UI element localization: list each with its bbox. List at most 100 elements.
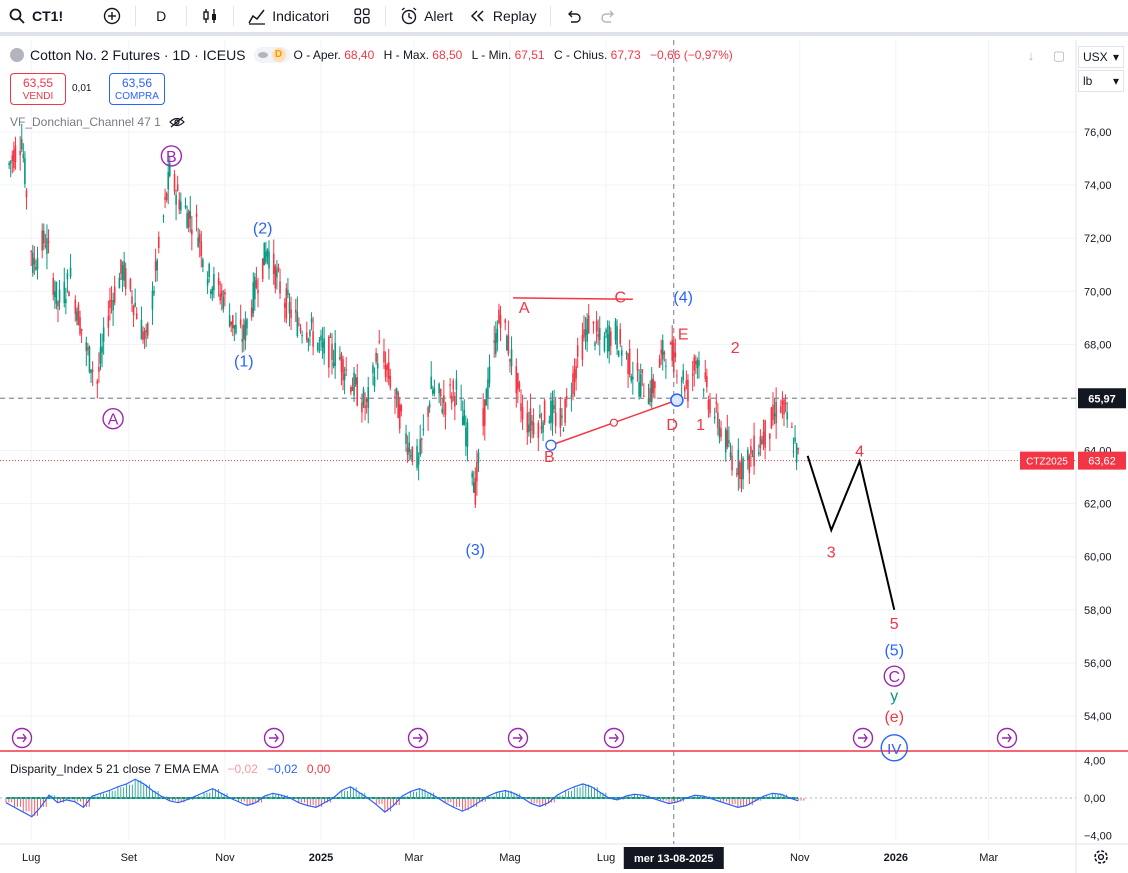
candle-body bbox=[187, 210, 190, 228]
candle-body bbox=[252, 282, 255, 314]
candle-body bbox=[184, 205, 187, 208]
candle-body bbox=[731, 455, 733, 471]
candle-body bbox=[406, 447, 409, 456]
currency-select[interactable]: USX ▾ bbox=[1078, 46, 1124, 68]
candle-body bbox=[769, 433, 771, 439]
candle-body bbox=[63, 281, 66, 304]
candle-body bbox=[69, 267, 72, 277]
candle-body bbox=[652, 379, 655, 393]
candle-body bbox=[153, 290, 155, 294]
close-label: C - Chius. bbox=[553, 48, 608, 62]
trend-line-AC bbox=[513, 297, 633, 300]
candle-body bbox=[526, 412, 529, 433]
candle-body bbox=[713, 416, 716, 419]
interval-badge[interactable]: D bbox=[253, 47, 290, 63]
candle-body bbox=[420, 438, 423, 440]
disparity-indicator-legend[interactable]: Disparity_Index 5 21 close 7 EMA EMA −0,… bbox=[10, 762, 330, 776]
candle-body bbox=[726, 430, 729, 447]
candle-body bbox=[405, 433, 407, 444]
candle-body bbox=[669, 342, 672, 345]
unit-select[interactable]: lb ▾ bbox=[1078, 70, 1124, 92]
symbol-search-button[interactable]: CT1! bbox=[0, 0, 71, 32]
candle-body bbox=[266, 249, 269, 257]
candle-body bbox=[372, 365, 374, 374]
candle-body bbox=[35, 266, 37, 270]
candle-body bbox=[791, 426, 793, 428]
interval-label: D bbox=[156, 8, 167, 24]
templates-button[interactable] bbox=[345, 0, 379, 32]
candle-body bbox=[321, 341, 324, 348]
donchian-indicator-legend[interactable]: VF_Donchian_Channel 47 1 bbox=[10, 115, 185, 129]
candle-body bbox=[630, 376, 633, 381]
interval-button[interactable]: D bbox=[142, 0, 180, 32]
candle-body bbox=[265, 251, 267, 263]
candle-body bbox=[603, 336, 606, 351]
candle-body bbox=[30, 251, 32, 253]
candle-body bbox=[44, 245, 47, 247]
hidden-eye-icon[interactable] bbox=[168, 116, 185, 128]
candle-body bbox=[561, 415, 563, 418]
gear-icon[interactable] bbox=[1092, 848, 1110, 866]
candle-body bbox=[375, 352, 377, 363]
candle-body bbox=[235, 324, 237, 334]
chart-area[interactable]: 76,0074,0072,0070,0068,0066,0064,0062,00… bbox=[0, 40, 1128, 873]
candle-body bbox=[107, 316, 110, 328]
wave-label-circle bbox=[160, 145, 183, 167]
redo-button[interactable] bbox=[591, 0, 625, 32]
candle-body bbox=[320, 335, 322, 341]
chart-type-button[interactable] bbox=[193, 0, 227, 32]
alert-label: Alert bbox=[424, 8, 453, 24]
contract-price-box bbox=[1078, 451, 1126, 470]
candle-body bbox=[180, 201, 182, 211]
high-value: 68,50 bbox=[432, 48, 463, 62]
candle-body bbox=[80, 328, 83, 331]
candle-body bbox=[416, 445, 418, 468]
alert-button[interactable]: Alert bbox=[392, 0, 461, 32]
price-chart[interactable]: 76,0074,0072,0070,0068,0066,0064,0062,00… bbox=[0, 40, 1128, 873]
candle-body bbox=[224, 291, 226, 295]
candle-body bbox=[164, 197, 166, 200]
x-tick-label: Lug bbox=[597, 852, 615, 864]
candle-body bbox=[750, 446, 752, 455]
candle-body bbox=[54, 291, 56, 298]
wave-label: 1 bbox=[696, 417, 705, 434]
candle-body bbox=[515, 366, 518, 394]
candle-body bbox=[11, 155, 14, 161]
compare-symbol-button[interactable] bbox=[95, 0, 129, 32]
currency-unit-selector[interactable]: USX ▾ lb ▾ bbox=[1078, 46, 1124, 94]
candle-body bbox=[702, 389, 705, 391]
symbol-name: CT1! bbox=[32, 8, 64, 24]
replay-button[interactable]: Replay bbox=[461, 0, 545, 32]
y-tick-label: 74,00 bbox=[1084, 180, 1112, 192]
undo-button[interactable] bbox=[557, 0, 591, 32]
download-icon[interactable]: ↓ bbox=[1027, 48, 1035, 63]
candle-body bbox=[528, 424, 530, 433]
candle-body bbox=[296, 312, 299, 337]
indicators-button[interactable]: Indicatori bbox=[240, 0, 337, 32]
candle-body bbox=[46, 237, 48, 254]
candle-body bbox=[619, 329, 622, 344]
y-tick-label: 62,00 bbox=[1084, 499, 1112, 511]
candle-body bbox=[213, 274, 215, 291]
event-arrow-icon bbox=[858, 733, 868, 743]
fullscreen-icon[interactable]: ▢ bbox=[1052, 48, 1066, 63]
candle-body bbox=[797, 448, 799, 450]
candle-body bbox=[329, 336, 332, 338]
buy-button[interactable]: 63,56 COMPRA bbox=[109, 73, 165, 105]
sell-button[interactable]: 63,55 VENDI bbox=[10, 73, 66, 105]
candle-body bbox=[268, 251, 270, 269]
candle-body bbox=[483, 399, 486, 426]
wave-label: B bbox=[544, 449, 555, 466]
candle-body bbox=[206, 279, 209, 286]
candle-body bbox=[704, 372, 707, 379]
candle-body bbox=[687, 379, 689, 402]
low-value: 67,51 bbox=[514, 48, 545, 62]
candle-body bbox=[562, 429, 565, 432]
candle-body bbox=[592, 321, 595, 324]
candle-body bbox=[219, 293, 221, 301]
visibility-icon bbox=[257, 52, 268, 58]
candle-body bbox=[25, 190, 28, 198]
candle-body bbox=[550, 401, 552, 423]
candle-body bbox=[246, 319, 248, 329]
candle-body bbox=[454, 395, 456, 407]
